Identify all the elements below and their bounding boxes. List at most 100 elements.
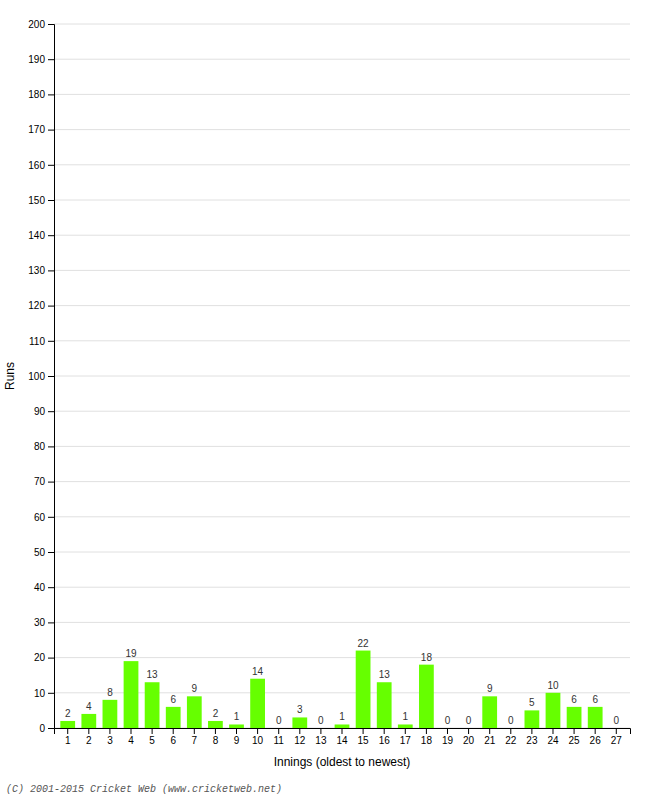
tick-mark	[48, 130, 54, 131]
tick-label: 200	[28, 19, 45, 30]
grid-line	[54, 657, 630, 658]
tick: 11	[274, 728, 285, 746]
tick-mark	[616, 728, 617, 734]
bar	[60, 721, 75, 728]
bar	[124, 661, 139, 728]
tick-label: 12	[294, 735, 306, 746]
tick-mark	[489, 728, 490, 734]
tick-mark	[131, 728, 132, 734]
footer: (C) 2001-2015 Cricket Web (www.cricketwe…	[6, 784, 282, 795]
grid-line	[54, 376, 630, 377]
tick: 200	[28, 19, 54, 30]
tick-label: 24	[547, 735, 559, 746]
tick-label: 60	[34, 512, 46, 523]
tick: 10	[252, 728, 264, 746]
tick: 110	[29, 336, 54, 347]
tick-mark	[510, 728, 511, 734]
tick: 18	[421, 728, 433, 746]
tick-label: 180	[28, 89, 45, 100]
tick: 60	[34, 512, 54, 523]
data-label: 0	[466, 715, 472, 726]
bar	[419, 665, 434, 728]
data-label: 13	[379, 669, 391, 680]
tick-mark	[574, 728, 575, 734]
bar	[503, 728, 518, 729]
tick-label: 6	[170, 735, 176, 746]
bar	[271, 728, 286, 729]
tick-label: 16	[379, 735, 391, 746]
tick-label: 3	[107, 735, 113, 746]
grid-line	[54, 411, 630, 412]
tick: 90	[34, 406, 54, 417]
tick: 25	[569, 728, 581, 746]
bar	[187, 696, 202, 728]
data-label: 2	[213, 708, 219, 719]
tick-label: 50	[34, 547, 46, 558]
tick-label: 26	[590, 735, 602, 746]
tick: 7	[192, 728, 198, 746]
data-label: 0	[614, 715, 620, 726]
tick: 12	[294, 728, 306, 746]
tick-mark	[67, 728, 68, 734]
bar	[567, 707, 582, 728]
bar	[103, 700, 118, 728]
tick-label: 10	[252, 735, 264, 746]
grid	[54, 24, 630, 728]
axis-line	[48, 25, 55, 729]
tick-label: 21	[484, 735, 496, 746]
data-label: 10	[547, 680, 559, 691]
tick-mark	[109, 728, 110, 734]
tick-mark	[48, 165, 54, 166]
bars	[60, 651, 602, 728]
tick: 150	[28, 195, 54, 206]
grid-line	[54, 446, 630, 447]
y-axis: 0102030405060708090100110120130140150160…	[28, 19, 54, 734]
bar	[166, 707, 181, 728]
data-label: 1	[234, 711, 240, 722]
bar	[482, 696, 497, 728]
tick-label: 23	[526, 735, 538, 746]
tick: 5	[149, 728, 155, 746]
tick: 130	[28, 265, 54, 276]
bar	[250, 679, 265, 728]
tick-label: 7	[192, 735, 198, 746]
tick-label: 190	[28, 54, 45, 65]
tick-label: 0	[39, 723, 45, 734]
tick: 27	[611, 728, 623, 746]
tick: 24	[547, 728, 559, 746]
grid-line	[54, 692, 630, 693]
tick-mark	[426, 728, 427, 734]
tick-label: 2	[86, 735, 92, 746]
tick-label: 11	[274, 735, 285, 746]
tick-mark	[48, 200, 54, 201]
grid-line	[54, 164, 630, 165]
data-label: 6	[571, 694, 577, 705]
tick: 70	[34, 476, 54, 487]
tick-mark	[48, 587, 54, 588]
tick: 40	[34, 582, 54, 593]
grid-line	[54, 552, 630, 553]
tick-label: 13	[315, 735, 327, 746]
grid-line	[54, 622, 630, 623]
data-label: 3	[297, 704, 303, 715]
tick-mark	[384, 728, 385, 734]
axis-line	[55, 729, 631, 735]
grid-line	[54, 516, 630, 517]
tick-label: 19	[442, 735, 454, 746]
bar	[377, 682, 392, 728]
tick-label: 9	[234, 735, 240, 746]
tick: 160	[28, 160, 54, 171]
grid-line	[54, 129, 630, 130]
tick-mark	[299, 728, 300, 734]
tick-mark	[468, 728, 469, 734]
bar	[609, 728, 624, 729]
bar	[356, 651, 371, 728]
tick: 0	[39, 723, 54, 734]
tick-mark	[48, 482, 54, 483]
data-label: 0	[445, 715, 451, 726]
y-axis-title: Runs	[3, 362, 17, 390]
tick-mark	[447, 728, 448, 734]
tick-mark	[152, 728, 153, 734]
x-axis: 1234567891011121314151617181920212223242…	[55, 728, 631, 746]
bar	[81, 714, 96, 728]
